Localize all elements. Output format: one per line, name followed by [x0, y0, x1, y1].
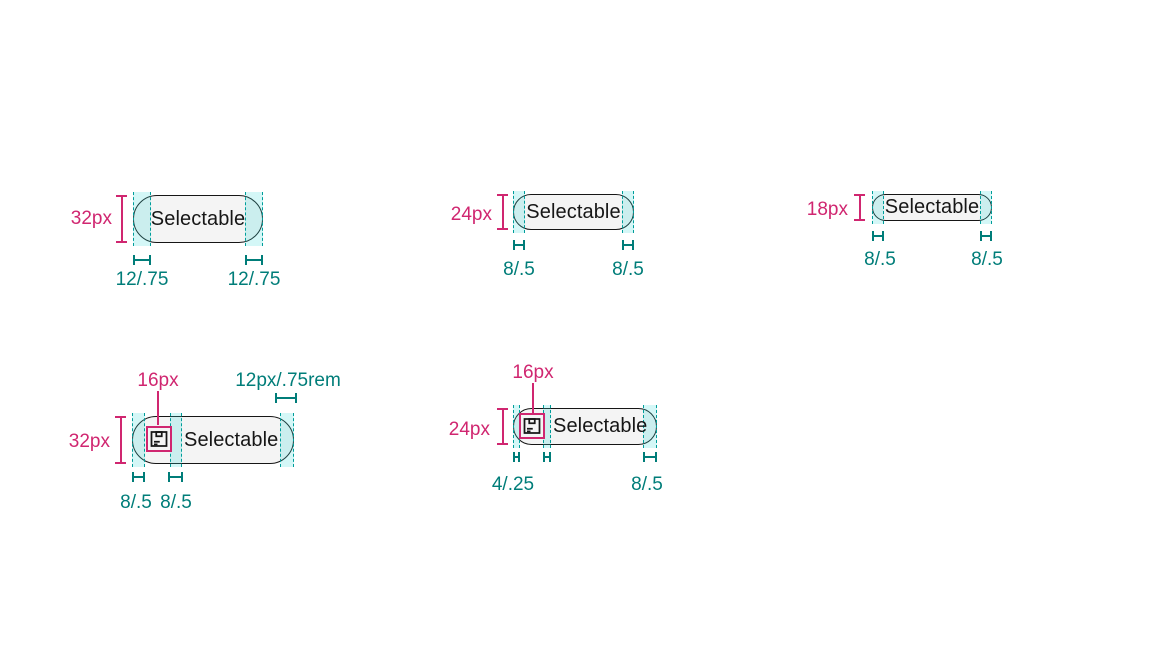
padding-annotation-left: 12/.75 — [115, 269, 169, 290]
spec-tag-32-icon: 16px 12px/.75rem 32px Selectable 8/.5 8/… — [60, 360, 390, 520]
spec-tag-24-icon: 16px 24px Selectable 4/.25 8/.5 — [440, 355, 720, 505]
gap-annotation: 8/.5 — [160, 492, 192, 513]
padding-annotation-right: 12/.75 — [227, 269, 281, 290]
right-padding-annotation: 12px/.75rem — [235, 370, 341, 391]
padding-overlay-right — [280, 413, 294, 467]
padding-annotation-left: 8/.5 — [503, 259, 535, 280]
padding-overlay-left — [872, 191, 884, 224]
height-annotation: 32px — [68, 431, 110, 452]
icon-annotation-line — [532, 383, 534, 413]
height-bracket — [497, 408, 508, 445]
padding-annotation-right: 8/.5 — [971, 249, 1003, 270]
padding-annotation-left: 8/.5 — [120, 492, 152, 513]
selectable-tag: Selectable — [132, 416, 294, 464]
box-icon — [150, 431, 168, 447]
padding-overlay-right — [643, 405, 657, 448]
padding-measure-left — [872, 231, 884, 241]
selectable-tag: Selectable — [133, 195, 263, 243]
icon-size-annotation: 16px — [137, 370, 179, 391]
padding-overlay-left — [132, 413, 145, 467]
padding-measure-right — [643, 452, 657, 462]
right-padding-measure — [275, 393, 297, 403]
height-annotation: 24px — [448, 419, 490, 440]
padding-overlay-right — [622, 191, 634, 233]
icon-annotation-line — [157, 391, 159, 425]
spec-tag-24: 24px Selectable 8/.5 8/.5 — [440, 190, 670, 295]
padding-annotation-right: 8/.5 — [631, 474, 663, 495]
tag-label: Selectable — [150, 207, 246, 230]
gap-measure — [543, 452, 551, 462]
padding-annotation-left: 8/.5 — [864, 249, 896, 270]
box-icon — [523, 418, 541, 434]
padding-overlay-left — [133, 192, 151, 246]
padding-overlay-left — [513, 191, 525, 233]
padding-overlay-right — [980, 191, 992, 224]
selectable-tag: Selectable — [513, 194, 634, 230]
tag-label: Selectable — [553, 415, 648, 437]
height-bracket — [115, 416, 126, 464]
padding-measure-left — [132, 472, 145, 482]
padding-measure-right — [980, 231, 992, 241]
gap-measure — [168, 472, 183, 482]
height-annotation: 18px — [806, 199, 848, 220]
padding-measure-left — [133, 255, 151, 265]
icon-size-outline — [146, 426, 172, 452]
padding-measure-left — [513, 240, 525, 250]
padding-annotation-right: 8/.5 — [612, 259, 644, 280]
spec-tag-32: 32px Selectable 12/.75 12/.75 — [60, 190, 310, 305]
padding-measure-right — [622, 240, 634, 250]
height-bracket — [497, 194, 508, 230]
tag-label: Selectable — [184, 428, 279, 451]
padding-measure-left — [513, 452, 520, 462]
spec-tag-18: 18px Selectable 8/.5 8/.5 — [800, 190, 1030, 290]
height-bracket — [116, 195, 127, 243]
tag-label: Selectable — [526, 200, 621, 223]
padding-annotation-left: 4/.25 — [491, 474, 535, 495]
height-annotation: 32px — [70, 208, 112, 229]
padding-overlay-right — [245, 192, 263, 246]
tag-label: Selectable — [884, 196, 980, 218]
height-bracket — [854, 194, 865, 221]
icon-size-annotation: 16px — [512, 362, 554, 383]
padding-measure-right — [245, 255, 263, 265]
selectable-tag: Selectable — [872, 194, 992, 221]
height-annotation: 24px — [450, 204, 492, 225]
icon-size-outline — [519, 413, 545, 439]
